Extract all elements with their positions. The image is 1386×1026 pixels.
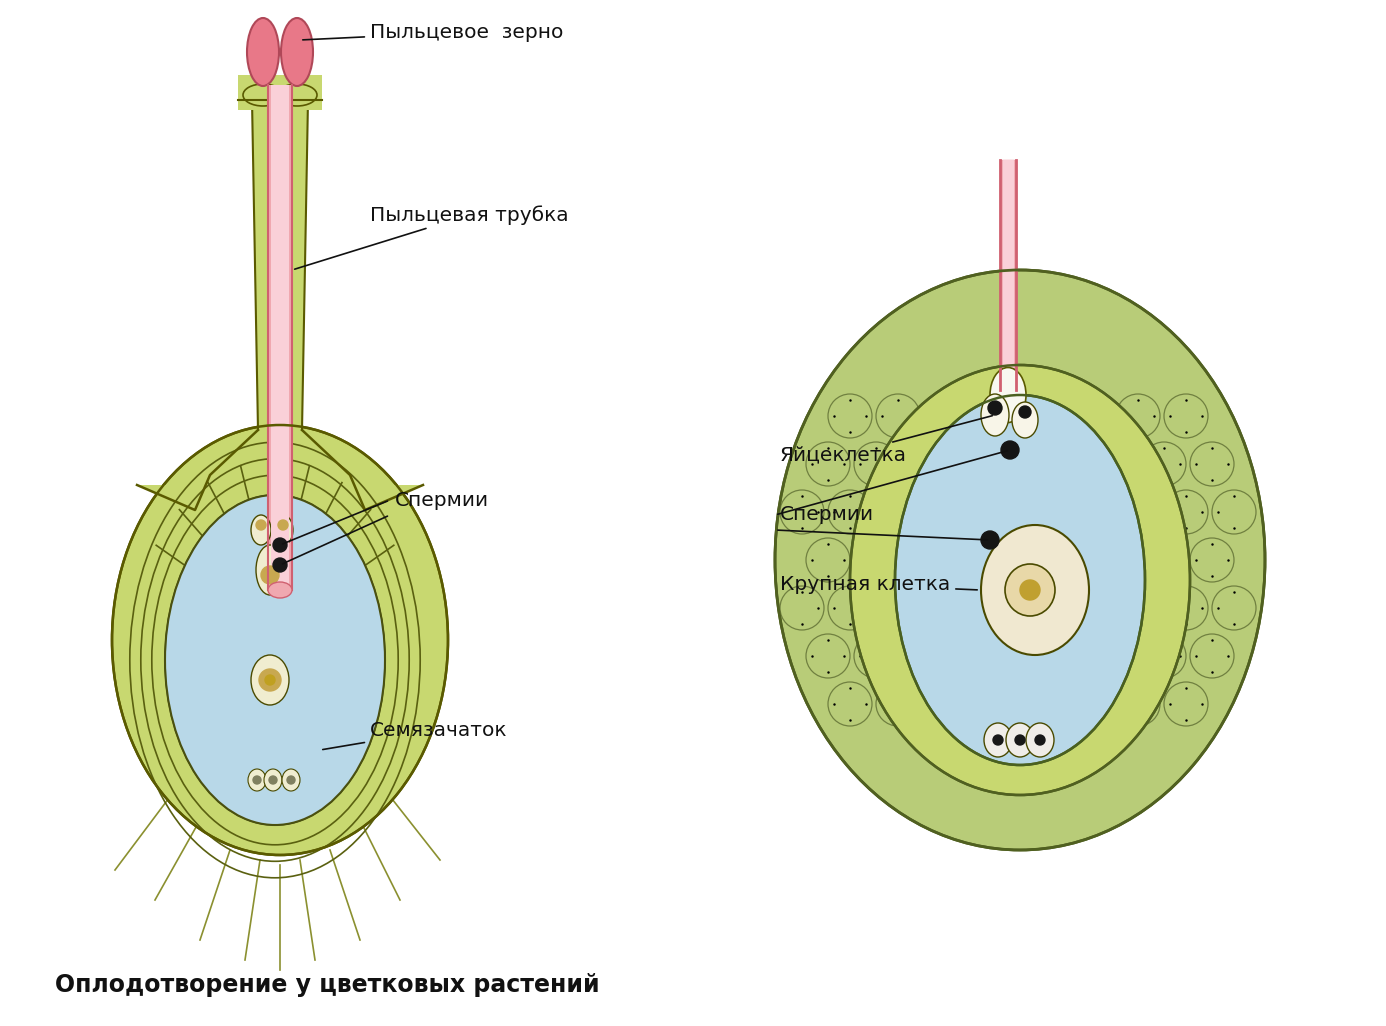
Ellipse shape bbox=[850, 365, 1191, 795]
Ellipse shape bbox=[981, 525, 1089, 655]
Ellipse shape bbox=[248, 770, 266, 791]
Ellipse shape bbox=[243, 84, 283, 106]
Ellipse shape bbox=[251, 515, 272, 545]
Polygon shape bbox=[252, 100, 308, 430]
Text: Оплодотворение у цветковых растений: Оплодотворение у цветковых растений bbox=[55, 973, 600, 997]
Ellipse shape bbox=[775, 270, 1265, 850]
Ellipse shape bbox=[263, 770, 281, 791]
Ellipse shape bbox=[1006, 723, 1034, 757]
Ellipse shape bbox=[895, 395, 1145, 765]
Ellipse shape bbox=[281, 18, 313, 86]
Circle shape bbox=[1035, 735, 1045, 745]
Circle shape bbox=[273, 538, 287, 552]
Circle shape bbox=[261, 566, 279, 584]
Ellipse shape bbox=[256, 545, 284, 595]
Ellipse shape bbox=[1012, 402, 1038, 438]
Ellipse shape bbox=[112, 425, 448, 855]
Ellipse shape bbox=[251, 655, 290, 705]
Ellipse shape bbox=[277, 84, 317, 106]
Circle shape bbox=[1020, 580, 1040, 600]
Circle shape bbox=[992, 735, 1003, 745]
Ellipse shape bbox=[247, 18, 279, 86]
Ellipse shape bbox=[165, 495, 385, 825]
Ellipse shape bbox=[990, 367, 1026, 423]
Text: Спермии: Спермии bbox=[780, 506, 875, 524]
Text: Пыльцевое  зерно: Пыльцевое зерно bbox=[302, 23, 563, 41]
Ellipse shape bbox=[281, 770, 299, 791]
Circle shape bbox=[273, 558, 287, 573]
Ellipse shape bbox=[267, 582, 292, 598]
Circle shape bbox=[981, 531, 999, 549]
Circle shape bbox=[256, 520, 266, 530]
Polygon shape bbox=[1001, 160, 1016, 390]
Text: Спермии: Спермии bbox=[395, 490, 489, 510]
Circle shape bbox=[269, 776, 277, 784]
Circle shape bbox=[287, 776, 295, 784]
Text: Яйцеклетка: Яйцеклетка bbox=[780, 416, 992, 465]
Circle shape bbox=[279, 520, 288, 530]
Circle shape bbox=[254, 776, 261, 784]
Circle shape bbox=[265, 675, 274, 685]
Polygon shape bbox=[137, 430, 423, 510]
Text: Семязачаток: Семязачаток bbox=[323, 720, 507, 750]
Circle shape bbox=[259, 669, 281, 690]
Ellipse shape bbox=[1026, 723, 1053, 757]
Text: Крупная клетка: Крупная клетка bbox=[780, 576, 977, 594]
Circle shape bbox=[1001, 441, 1019, 459]
Circle shape bbox=[1015, 735, 1026, 745]
Circle shape bbox=[1019, 406, 1031, 418]
Polygon shape bbox=[267, 85, 292, 590]
Ellipse shape bbox=[1005, 564, 1055, 616]
Polygon shape bbox=[272, 85, 290, 590]
Polygon shape bbox=[1003, 160, 1013, 390]
Text: Пыльцевая трубка: Пыльцевая трубка bbox=[295, 205, 568, 269]
Circle shape bbox=[988, 401, 1002, 415]
Ellipse shape bbox=[273, 515, 292, 545]
Ellipse shape bbox=[984, 723, 1012, 757]
Polygon shape bbox=[238, 75, 322, 110]
Ellipse shape bbox=[981, 394, 1009, 436]
